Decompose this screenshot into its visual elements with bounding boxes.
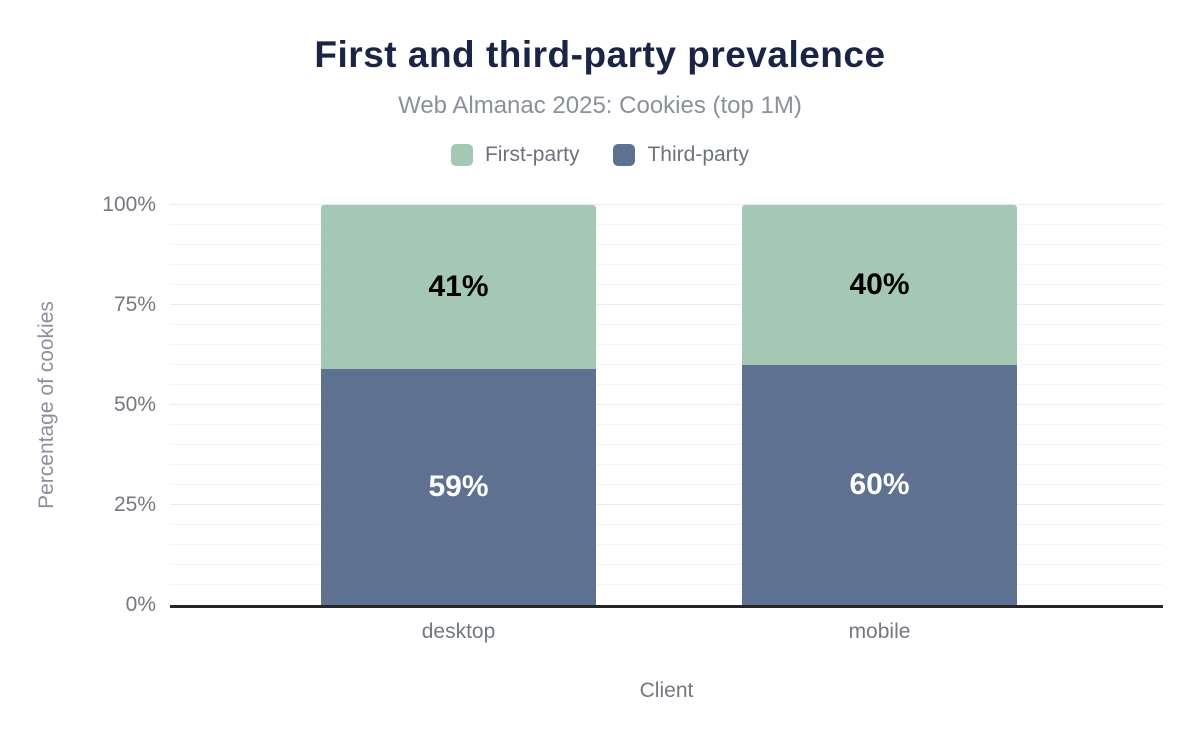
bar-value-label: 59% bbox=[428, 470, 489, 503]
major-gridline bbox=[170, 304, 1163, 305]
minor-gridline bbox=[170, 384, 1163, 385]
minor-gridline bbox=[170, 424, 1163, 425]
y-tick-label: 50% bbox=[113, 393, 156, 416]
chart-title: First and third-party prevalence bbox=[314, 34, 886, 75]
minor-gridline bbox=[170, 344, 1163, 345]
minor-gridline bbox=[170, 264, 1163, 265]
y-tick-label: 100% bbox=[102, 193, 156, 216]
plot-area: 41% 59% 40% 60% bbox=[170, 204, 1163, 608]
minor-gridline bbox=[170, 544, 1163, 545]
bar-segment-desktop-third-party[interactable]: 59% bbox=[321, 369, 596, 605]
minor-gridline bbox=[170, 364, 1163, 365]
major-gridline bbox=[170, 404, 1163, 405]
bar-value-label: 40% bbox=[849, 268, 910, 301]
legend-item-third-party[interactable]: Third-party bbox=[613, 143, 749, 167]
bar-value-label: 41% bbox=[428, 270, 489, 303]
bar-segment-mobile-first-party[interactable]: 40% bbox=[742, 205, 1017, 365]
minor-gridline bbox=[170, 244, 1163, 245]
x-axis-title: Client bbox=[639, 679, 694, 702]
major-gridline bbox=[170, 504, 1163, 505]
bar-segment-mobile-third-party[interactable]: 60% bbox=[742, 365, 1017, 605]
chart-subtitle: Web Almanac 2025: Cookies (top 1M) bbox=[398, 92, 802, 119]
legend: First-party Third-party bbox=[0, 143, 1200, 167]
y-tick-label: 0% bbox=[125, 593, 156, 616]
minor-gridline bbox=[170, 224, 1163, 225]
bar-segment-desktop-first-party[interactable]: 41% bbox=[321, 205, 596, 369]
minor-gridline bbox=[170, 444, 1163, 445]
legend-label-first-party: First-party bbox=[484, 143, 580, 166]
minor-gridline bbox=[170, 484, 1163, 485]
minor-gridline bbox=[170, 564, 1163, 565]
major-gridline bbox=[170, 204, 1163, 205]
legend-label-third-party: Third-party bbox=[647, 143, 750, 166]
bar-group-desktop: 41% 59% bbox=[321, 205, 596, 605]
bar-value-label: 60% bbox=[849, 468, 910, 501]
minor-gridline bbox=[170, 284, 1163, 285]
y-tick-label: 75% bbox=[113, 293, 156, 316]
x-tick-label-desktop: desktop bbox=[421, 620, 496, 643]
y-tick-label: 25% bbox=[113, 493, 156, 516]
minor-gridline bbox=[170, 464, 1163, 465]
minor-gridline bbox=[170, 324, 1163, 325]
first-party-swatch-icon bbox=[450, 144, 473, 166]
x-tick-label-mobile: mobile bbox=[848, 620, 911, 643]
legend-item-first-party[interactable]: First-party bbox=[450, 143, 580, 167]
bar-group-mobile: 40% 60% bbox=[742, 205, 1017, 605]
minor-gridline bbox=[170, 524, 1163, 525]
minor-gridline bbox=[170, 584, 1163, 585]
third-party-swatch-icon bbox=[613, 144, 636, 166]
